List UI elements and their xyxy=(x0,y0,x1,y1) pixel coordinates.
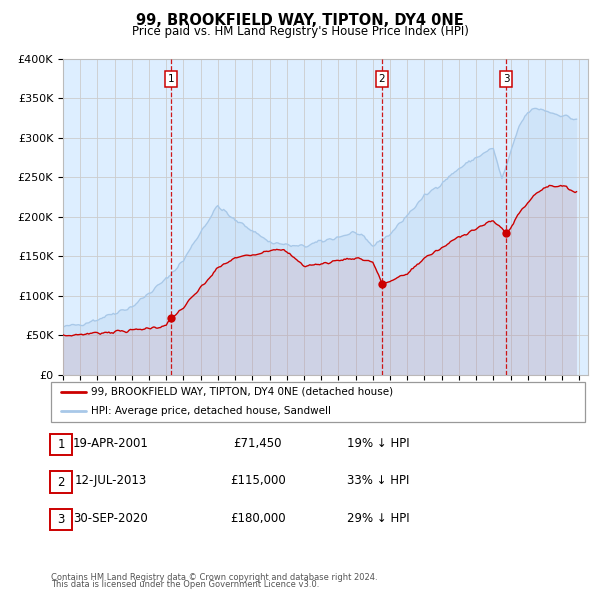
Text: £180,000: £180,000 xyxy=(230,512,286,525)
Text: 1: 1 xyxy=(168,74,175,84)
Text: 30-SEP-2020: 30-SEP-2020 xyxy=(74,512,148,525)
Text: 3: 3 xyxy=(58,513,65,526)
Text: Contains HM Land Registry data © Crown copyright and database right 2024.: Contains HM Land Registry data © Crown c… xyxy=(51,573,377,582)
Text: 2: 2 xyxy=(58,476,65,489)
Text: 19-APR-2001: 19-APR-2001 xyxy=(73,437,149,450)
Text: HPI: Average price, detached house, Sandwell: HPI: Average price, detached house, Sand… xyxy=(91,405,331,415)
Text: 99, BROOKFIELD WAY, TIPTON, DY4 0NE (detached house): 99, BROOKFIELD WAY, TIPTON, DY4 0NE (det… xyxy=(91,387,393,396)
Text: 2: 2 xyxy=(379,74,385,84)
Text: This data is licensed under the Open Government Licence v3.0.: This data is licensed under the Open Gov… xyxy=(51,580,319,589)
Text: 19% ↓ HPI: 19% ↓ HPI xyxy=(347,437,409,450)
Text: Price paid vs. HM Land Registry's House Price Index (HPI): Price paid vs. HM Land Registry's House … xyxy=(131,25,469,38)
FancyBboxPatch shape xyxy=(50,509,72,530)
Text: 33% ↓ HPI: 33% ↓ HPI xyxy=(347,474,409,487)
Text: £115,000: £115,000 xyxy=(230,474,286,487)
Text: 12-JUL-2013: 12-JUL-2013 xyxy=(75,474,147,487)
FancyBboxPatch shape xyxy=(51,382,585,422)
Text: 99, BROOKFIELD WAY, TIPTON, DY4 0NE: 99, BROOKFIELD WAY, TIPTON, DY4 0NE xyxy=(136,13,464,28)
Text: 1: 1 xyxy=(58,438,65,451)
FancyBboxPatch shape xyxy=(50,434,72,455)
Text: 3: 3 xyxy=(503,74,509,84)
Text: 29% ↓ HPI: 29% ↓ HPI xyxy=(347,512,409,525)
Text: £71,450: £71,450 xyxy=(234,437,282,450)
FancyBboxPatch shape xyxy=(50,471,72,493)
